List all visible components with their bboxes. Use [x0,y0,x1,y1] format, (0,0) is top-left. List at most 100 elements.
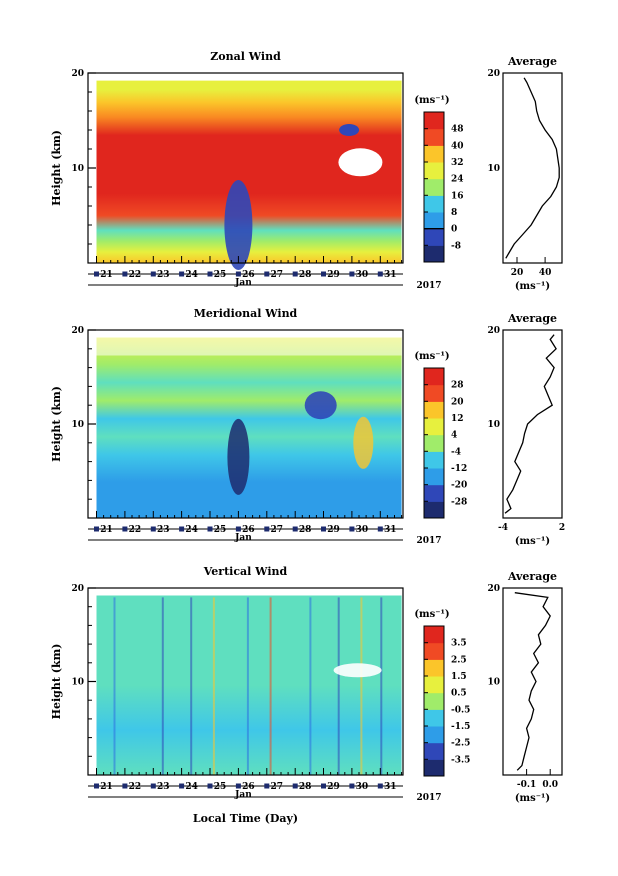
colorbar-frame [423,111,445,263]
colorbar-unit: (ms⁻¹) [414,609,449,620]
x-axis-label: Local Time (Day) [193,812,298,825]
day-tick-label: 24 [185,782,198,792]
avg-x-label: (ms⁻¹) [515,536,550,547]
day-marker [94,271,99,277]
day-tick-label: 23 [157,782,170,792]
colorbar-label: -2.5 [451,739,470,749]
day-tick-label: 31 [384,525,397,535]
day-tick-label: 21 [100,782,113,792]
avg-y-tick-label: 10 [487,420,500,430]
vertical-title: Vertical Wind [203,565,288,578]
meridional-title: Meridional Wind [194,307,298,320]
avg-y-tick-label: 10 [487,164,500,174]
colorbar-unit: (ms⁻¹) [414,351,449,362]
colorbar-label: -4 [451,447,461,457]
meridional-sparse-top [96,337,402,356]
colorbar-segment [424,368,444,386]
colorbar-segment [424,195,444,213]
colorbar-segment [424,484,444,502]
avg-x-tick-label: 0.0 [542,780,558,790]
colorbar-label: 32 [451,158,464,168]
avg-x-tick-label: -4 [498,523,508,533]
colorbar-label: -12 [451,464,467,474]
colorbar-label: 28 [451,381,464,391]
day-marker [235,271,241,277]
vertical-field [96,595,402,775]
colorbar-label: 40 [451,141,464,151]
day-tick-label: 24 [185,270,198,280]
month-label: Jan [234,790,252,800]
day-marker [94,783,99,789]
y-tick-label: 10 [71,420,84,430]
colorbar-segment [424,162,444,180]
day-tick-label: 26 [242,525,255,535]
day-marker [207,526,213,532]
day-tick-label: 29 [327,270,340,280]
colorbar-segment [424,451,444,469]
vertical-streak [360,597,363,775]
y-axis-label: Height (km) [50,386,63,462]
colorbar-label: 24 [451,175,464,185]
day-tick-label: 25 [214,525,227,535]
day-marker [349,783,355,789]
vertical-streak [113,597,116,775]
day-tick-label: 30 [356,270,369,280]
colorbar-segment [424,145,444,163]
day-marker [264,526,270,532]
day-tick-label: 22 [129,270,142,280]
colorbar-label: -8 [451,241,461,251]
colorbar-segment [424,676,444,694]
avg-title: Average [507,570,557,583]
day-tick-label: 22 [129,525,142,535]
day-marker [377,526,383,532]
colorbar-segment [424,384,444,402]
colorbar-segment [424,245,444,263]
colorbar-label: -1.5 [451,722,470,732]
vertical-streak [212,597,215,775]
avg-frame [502,587,563,776]
colorbar-label: 3.5 [451,639,467,649]
colorbar-segment [424,434,444,452]
colorbar-segment [424,418,444,436]
day-tick-label: 21 [100,270,113,280]
avg-x-label: (ms⁻¹) [515,281,550,292]
day-tick-label: 27 [271,270,284,280]
avg-x-tick-label: 20 [511,268,524,278]
day-marker [179,271,185,277]
day-marker [150,271,156,277]
colorbar-segment [424,178,444,196]
day-marker [321,526,326,532]
meridional-field [96,337,402,518]
day-marker [150,783,156,789]
day-tick-label: 28 [299,782,312,792]
colorbar-segment [424,468,444,486]
colorbar-label: -3.5 [451,755,470,765]
colorbar-segment [424,228,444,246]
year-label: 2017 [416,793,441,803]
day-tick-label: 31 [384,782,397,792]
day-marker [207,783,213,789]
colorbar-label: 12 [451,414,464,424]
day-marker [179,526,185,532]
vertical-streak [161,597,164,775]
vertical-missing-data-region [333,663,382,678]
month-label: Jan [234,533,252,543]
year-label: 2017 [416,281,441,291]
avg-x-tick-label: 2 [559,523,565,533]
y-tick-label: 20 [71,326,84,336]
avg-y-tick-label: 10 [487,678,500,688]
day-tick-label: 30 [356,782,369,792]
day-tick-label: 25 [214,270,227,280]
vertical-streak [337,597,340,775]
day-marker [122,271,128,277]
y-tick-label: 20 [71,584,84,594]
y-axis-label: Height (km) [50,644,63,720]
y-tick-label: 20 [71,69,84,79]
meridional-southward-core [304,391,337,420]
day-marker [179,783,185,789]
colorbar-segment [424,128,444,146]
day-tick-label: 31 [384,270,397,280]
day-marker [94,526,99,532]
colorbar-label: 1.5 [451,672,467,682]
